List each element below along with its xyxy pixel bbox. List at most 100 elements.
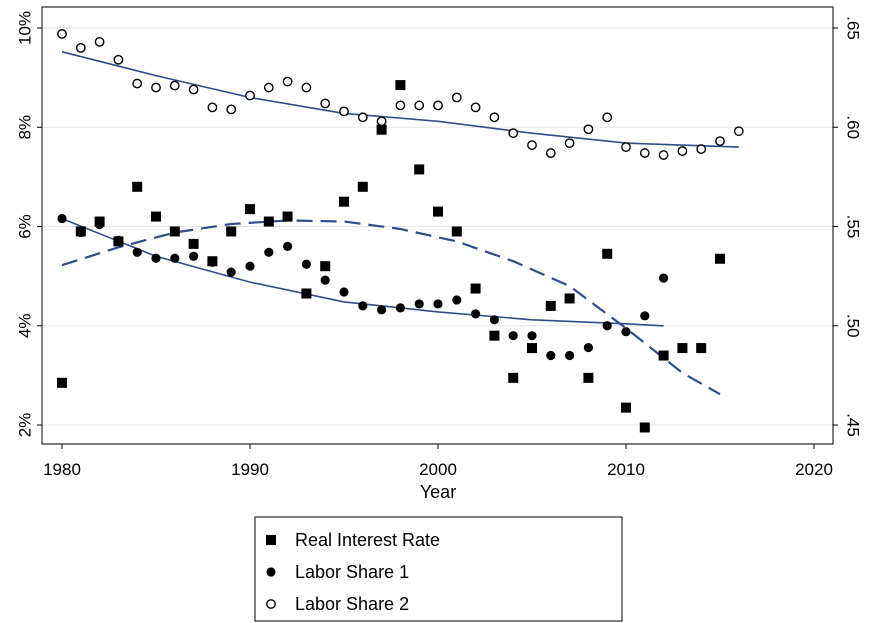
plot-frame xyxy=(41,6,834,445)
series-3-point xyxy=(357,112,368,123)
series-2-point xyxy=(358,301,368,311)
series-2-point xyxy=(339,287,349,297)
series-1-point xyxy=(301,288,312,299)
series-1-point xyxy=(357,181,368,192)
series-1-point xyxy=(470,283,481,294)
axes: 2% .45 4% .50 6% .55 8% .60 10% .65 1980 1990 2000 20… xyxy=(15,11,862,479)
series-1-point xyxy=(545,300,556,311)
series-3-point xyxy=(113,54,124,65)
series-2-point xyxy=(433,299,443,309)
series-3-point xyxy=(564,138,575,149)
series-3-point xyxy=(414,100,425,111)
series-1-point xyxy=(696,343,707,354)
series-1-point xyxy=(245,204,255,215)
series-3-point xyxy=(545,148,556,158)
legend-label-1: Real Interest Rate xyxy=(295,530,440,550)
legend-marker-2 xyxy=(266,567,276,577)
x-tick-label: 2020 xyxy=(795,460,833,479)
series-2-point xyxy=(583,342,594,353)
series-3-point xyxy=(376,116,387,127)
fit-line-dashed xyxy=(61,219,721,396)
series-2-point xyxy=(395,303,405,313)
series-2-point xyxy=(264,247,274,257)
series-3-point xyxy=(282,76,293,87)
x-tick-label: 2010 xyxy=(607,460,645,479)
series-1-point xyxy=(57,377,67,388)
series-2-point xyxy=(489,315,499,325)
series-2-point xyxy=(283,241,293,251)
y-right-tick-label: .55 xyxy=(844,215,863,239)
series-3-point xyxy=(94,36,105,47)
series-3-point xyxy=(470,102,481,113)
series-1-point xyxy=(715,253,725,264)
series-2-point xyxy=(377,305,387,315)
series-2-point xyxy=(57,213,67,224)
series-1-point xyxy=(489,330,500,341)
legend-label-2: Labor Share 1 xyxy=(295,562,409,582)
series-1-point xyxy=(376,124,387,135)
series-3-point xyxy=(602,112,613,123)
series-2-point xyxy=(471,309,481,319)
series-3-point xyxy=(320,98,331,109)
series-2-point xyxy=(76,227,86,238)
series-2-point xyxy=(301,259,311,269)
series-3-point xyxy=(169,80,180,91)
series-2-point xyxy=(508,331,518,341)
y-right-tick-label: .60 xyxy=(844,115,863,139)
series-3-point xyxy=(583,124,594,135)
y-left-tick-label: 8% xyxy=(15,115,34,140)
series-3-point xyxy=(715,136,725,147)
series-2-point xyxy=(414,299,424,309)
x-tick-label: 1980 xyxy=(43,460,81,479)
series-2-point xyxy=(602,321,612,331)
series-1-point xyxy=(339,196,349,207)
series-2-point xyxy=(621,327,631,337)
series-2-point xyxy=(659,273,669,283)
series-1-point xyxy=(583,372,594,383)
series-1-point xyxy=(602,248,613,259)
series-3-point xyxy=(639,148,650,158)
series-1-point xyxy=(414,164,425,175)
series-2-point xyxy=(151,253,161,263)
series-3-point xyxy=(75,42,86,53)
series-3-point xyxy=(57,29,67,39)
series-3-point xyxy=(301,82,312,93)
legend-label-3: Labor Share 2 xyxy=(295,594,409,614)
x-tick-label: 1990 xyxy=(231,460,269,479)
series-1-point xyxy=(451,226,462,237)
series-2-point xyxy=(546,350,556,361)
series-1-point xyxy=(639,422,650,433)
series-3-point xyxy=(451,92,462,103)
series-1-point xyxy=(677,343,688,354)
y-right-tick-label: .65 xyxy=(844,16,863,40)
x-axis-title: Year xyxy=(420,482,456,502)
series-1-point xyxy=(188,238,199,249)
legend: Real Interest Rate Labor Share 1 Labor Sha… xyxy=(254,516,623,622)
series-1-point xyxy=(433,206,443,217)
series-3-point xyxy=(527,140,537,151)
series-2-point xyxy=(527,331,537,341)
series-3-point xyxy=(245,90,255,101)
series-1-point xyxy=(320,261,331,272)
legend-marker-1 xyxy=(266,535,276,545)
series-2-point xyxy=(226,267,236,277)
series-3-point xyxy=(489,112,500,123)
y-left-tick-label: 2% xyxy=(15,413,34,438)
series-3-point xyxy=(395,100,406,111)
series-3-point xyxy=(339,106,349,117)
series-1-point xyxy=(151,211,161,222)
series-3-point xyxy=(263,82,274,93)
series-3-point xyxy=(733,126,744,137)
series-1-point xyxy=(564,293,575,304)
series-2-point xyxy=(113,235,123,245)
series-1-point xyxy=(621,402,631,413)
series-2-point xyxy=(452,295,462,305)
y-right-tick-label: .50 xyxy=(844,314,863,338)
series-3-point xyxy=(677,146,688,156)
series-1-point xyxy=(508,372,519,383)
series-1-point xyxy=(169,226,180,237)
series-3-point xyxy=(433,100,443,111)
series-3-point xyxy=(132,78,143,89)
series-1-point xyxy=(132,181,143,192)
series-3-point xyxy=(621,142,631,153)
